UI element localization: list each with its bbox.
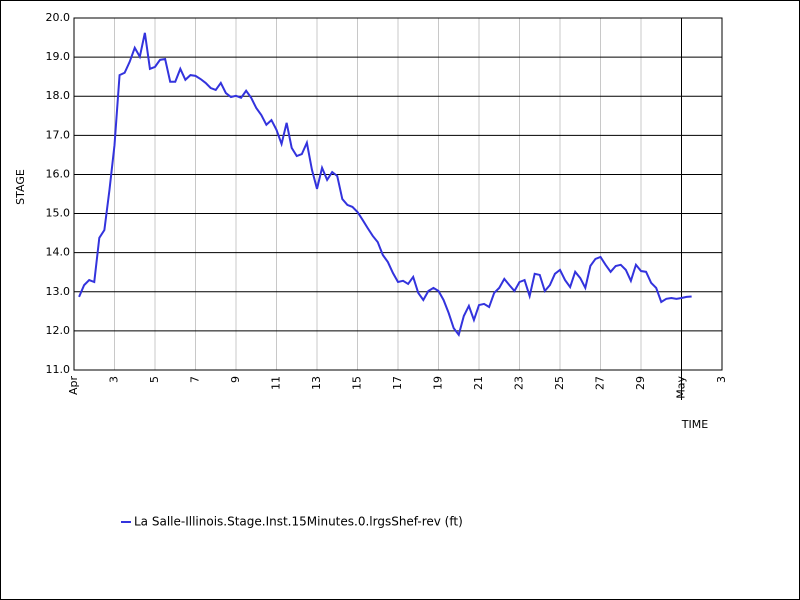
y-tick-label: 19.0	[46, 50, 71, 63]
y-tick-label: 11.0	[46, 363, 71, 376]
x-axis-label: TIME	[681, 418, 708, 431]
y-tick-label: 17.0	[46, 128, 71, 141]
x-tick-label: 25	[553, 376, 566, 390]
x-tick-label: 17	[391, 376, 404, 390]
x-tick-label: 29	[634, 376, 647, 390]
y-tick-label: 20.0	[46, 11, 71, 24]
y-tick-label: 16.0	[46, 167, 71, 180]
x-tick-label: 7	[189, 376, 202, 383]
x-tick-label: 27	[594, 376, 607, 390]
x-tick-label: 23	[513, 376, 526, 390]
y-tick-label: 18.0	[46, 89, 71, 102]
y-tick-label: 14.0	[46, 246, 71, 259]
y-axis-label: STAGE	[14, 169, 27, 205]
data-line	[78, 32, 692, 338]
plot-border	[73, 17, 723, 371]
x-tick-label: 9	[229, 376, 242, 383]
x-tick-label: Apr	[67, 376, 80, 396]
legend-label: La Salle-Illinois.Stage.Inst.15Minutes.0…	[134, 515, 463, 529]
x-tick-label: 3	[715, 376, 728, 383]
y-tick-label: 13.0	[46, 285, 71, 298]
x-tick-label: 11	[270, 376, 283, 390]
y-tick-label: 15.0	[46, 207, 71, 220]
x-tick-label: 13	[310, 376, 323, 390]
x-tick-label: 21	[472, 376, 485, 390]
x-tick-label: 5	[148, 376, 161, 383]
x-tick-label: 3	[108, 376, 121, 383]
y-tick-label: 12.0	[46, 324, 71, 337]
x-tick-label: 19	[432, 376, 445, 390]
x-tick-label: 15	[351, 376, 364, 390]
